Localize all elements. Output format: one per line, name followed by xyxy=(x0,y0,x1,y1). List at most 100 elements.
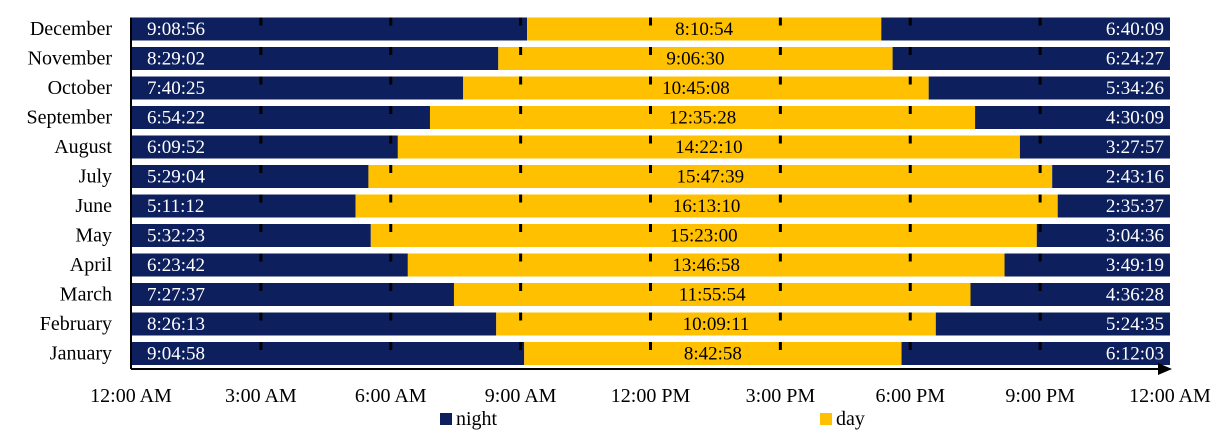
bar-day-2-august xyxy=(397,135,1020,159)
bar-day-2-may xyxy=(370,224,1037,247)
bar-night-1-march xyxy=(131,283,454,306)
value-label: 7:27:37 xyxy=(147,285,205,306)
value-label: 4:36:28 xyxy=(1106,285,1164,306)
bar-night-3-march xyxy=(970,283,1170,306)
bar-night-3-june xyxy=(1057,194,1170,218)
bar-night-3-may xyxy=(1036,224,1170,247)
bar-day-2-march xyxy=(453,283,971,306)
value-label: 4:30:09 xyxy=(1106,108,1164,129)
category-labels-layer: January February March April May June July Augu… xyxy=(26,18,112,365)
value-label: 11:55:54 xyxy=(679,285,746,306)
bar-night-3-october xyxy=(928,76,1170,100)
value-label: 5:34:26 xyxy=(1106,78,1164,99)
legend: night day xyxy=(440,408,865,430)
x-tick-label: 6:00 AM xyxy=(355,385,427,407)
bar-night-1-february xyxy=(131,312,497,336)
value-label: 3:49:19 xyxy=(1106,255,1164,276)
bar-day-2-september xyxy=(429,106,976,129)
category-label-june: June xyxy=(75,195,112,217)
bar-night-3-november xyxy=(892,47,1170,70)
bar-day-2-june xyxy=(355,194,1058,218)
value-label: 8:42:58 xyxy=(684,344,742,365)
bar-night-3-april xyxy=(1004,253,1170,277)
bar-night-1-january xyxy=(131,342,525,365)
x-tick-label: 12:00 PM xyxy=(611,385,691,407)
x-tick-label: 9:00 AM xyxy=(485,385,557,407)
bars-layer xyxy=(131,17,1170,365)
bar-day-2-january xyxy=(524,342,902,365)
value-label: 16:13:10 xyxy=(673,196,741,217)
bar-night-1-june xyxy=(131,194,356,218)
value-label: 9:06:30 xyxy=(666,49,724,70)
value-label: 6:24:27 xyxy=(1106,49,1164,70)
category-label-november: November xyxy=(28,48,113,70)
category-label-august: August xyxy=(54,136,112,158)
value-label: 10:45:08 xyxy=(662,78,730,99)
bar-night-1-august xyxy=(131,135,398,159)
value-label: 5:24:35 xyxy=(1106,314,1164,335)
value-label: 8:10:54 xyxy=(675,19,734,40)
x-axis-arrow xyxy=(1158,363,1172,375)
value-label: 6:40:09 xyxy=(1106,19,1164,40)
category-label-july: July xyxy=(79,166,112,188)
bar-day-2-october xyxy=(463,76,929,100)
bar-night-3-december xyxy=(881,17,1170,41)
bar-night-3-february xyxy=(935,312,1170,336)
category-label-may: May xyxy=(75,225,112,247)
x-tick-label: 3:00 AM xyxy=(225,385,297,407)
bar-night-1-may xyxy=(131,224,371,247)
value-label: 12:35:28 xyxy=(669,108,737,129)
bar-night-3-july xyxy=(1052,165,1170,188)
x-axis: 12:00 AM 3:00 AM 6:00 AM 9:00 AM 12:00 PM 3:0… xyxy=(90,17,1211,407)
value-label: 14:22:10 xyxy=(675,137,743,158)
x-tick-label: 9:00 PM xyxy=(1005,385,1075,407)
value-label: 3:04:36 xyxy=(1106,226,1164,247)
bar-day-2-february xyxy=(496,312,936,336)
value-label: 6:09:52 xyxy=(147,137,205,158)
value-label: 8:29:02 xyxy=(147,49,205,70)
bar-night-1-october xyxy=(131,76,464,100)
value-label: 9:04:58 xyxy=(147,344,205,365)
bar-day-2-november xyxy=(498,47,893,70)
bar-night-1-november xyxy=(131,47,499,70)
category-label-february: February xyxy=(40,313,112,335)
x-tick-label: 12:00 AM xyxy=(1129,385,1211,407)
bar-day-2-december xyxy=(527,17,882,41)
bar-night-1-december xyxy=(131,17,528,41)
value-label: 6:23:42 xyxy=(147,255,205,276)
legend-swatch-night xyxy=(440,413,452,425)
bar-night-3-january xyxy=(901,342,1170,365)
category-label-october: October xyxy=(48,77,113,99)
value-label: 15:23:00 xyxy=(670,226,738,247)
value-label: 13:46:58 xyxy=(672,255,740,276)
bar-night-1-july xyxy=(131,165,369,188)
value-label: 15:47:39 xyxy=(677,167,745,188)
bar-day-2-april xyxy=(407,253,1005,277)
value-label: 7:40:25 xyxy=(147,78,205,99)
bar-night-1-april xyxy=(131,253,408,277)
value-labels-layer: 9:04:58 8:42:58 6:12:03 8:26:13 10:09:11 5:24… xyxy=(147,19,1164,365)
value-label: 6:12:03 xyxy=(1106,344,1164,365)
x-tick-label: 12:00 AM xyxy=(90,385,172,407)
value-label: 9:08:56 xyxy=(147,19,205,40)
value-label: 6:54:22 xyxy=(147,108,205,129)
value-label: 5:11:12 xyxy=(147,196,204,217)
legend-label-day: day xyxy=(836,408,865,430)
legend-label-night: night xyxy=(456,408,498,430)
value-label: 3:27:57 xyxy=(1106,137,1164,158)
category-label-april: April xyxy=(70,254,113,276)
value-label: 5:32:23 xyxy=(147,226,205,247)
bar-night-3-august xyxy=(1019,135,1170,159)
bar-day-2-july xyxy=(368,165,1053,188)
value-label: 8:26:13 xyxy=(147,314,205,335)
value-label: 2:35:37 xyxy=(1106,196,1164,217)
x-tick-label: 3:00 PM xyxy=(746,385,816,407)
legend-swatch-day xyxy=(820,413,832,425)
category-label-september: September xyxy=(26,107,112,129)
value-label: 2:43:16 xyxy=(1106,167,1164,188)
bar-night-3-september xyxy=(975,106,1170,129)
category-label-january: January xyxy=(50,343,112,365)
category-label-march: March xyxy=(60,284,112,306)
category-label-december: December xyxy=(30,18,113,40)
